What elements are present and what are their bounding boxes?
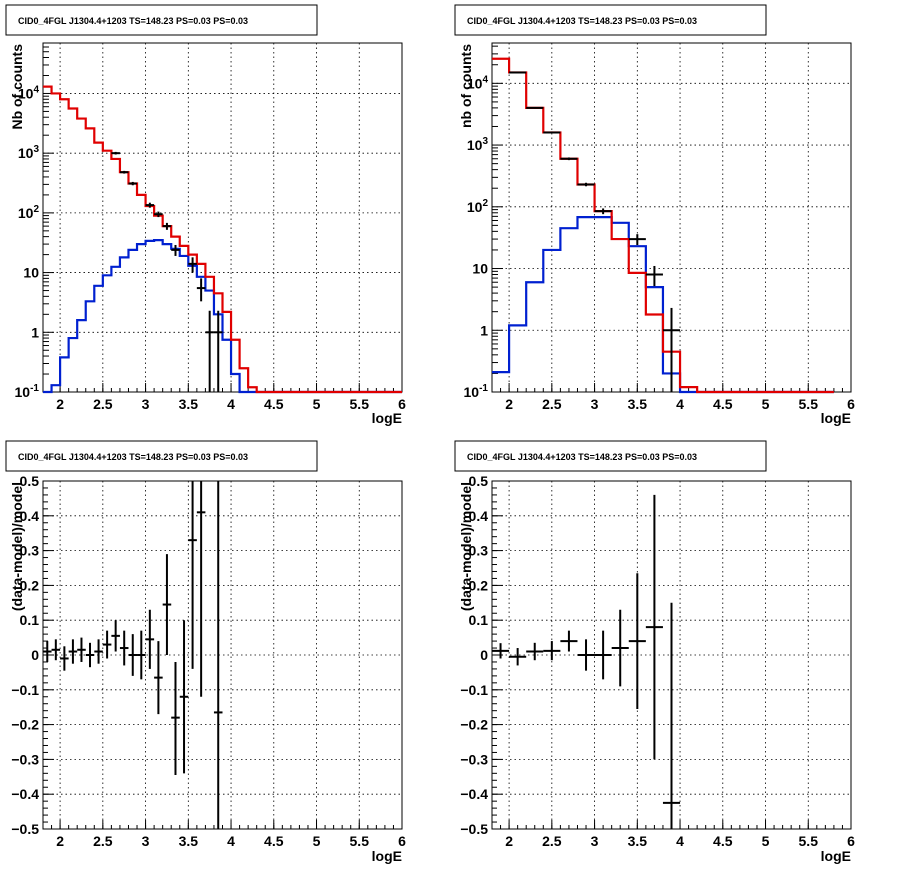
x-tick-label: 5.5 — [350, 833, 370, 849]
x-tick-label: 4.5 — [713, 396, 733, 412]
x-tick-label: 3.5 — [628, 396, 648, 412]
y-tick-label: 0 — [480, 647, 488, 663]
panel-residuals-right: CID0_4FGL J1304.4+1203 TS=148.23 PS=0.03… — [454, 440, 855, 864]
y-tick-label: 0.3 — [469, 543, 489, 559]
x-axis-label: logE — [821, 410, 851, 426]
y-axis-label: Nb of counts — [9, 44, 25, 130]
x-tick-label: 2 — [56, 833, 64, 849]
x-tick-label: 2.5 — [93, 833, 113, 849]
x-tick-label: 4 — [227, 396, 235, 412]
x-tick-label: 3 — [142, 396, 150, 412]
title-box — [5, 440, 318, 472]
x-tick-label: 5.5 — [350, 396, 370, 412]
y-tick-label: 0.2 — [20, 577, 40, 593]
y-tick-label: 1 — [31, 324, 39, 340]
series-total-model-line — [492, 57, 834, 394]
x-tick-label: 2.5 — [93, 396, 113, 412]
x-tick-label: 6 — [847, 833, 855, 849]
x-tick-label: 3 — [142, 833, 150, 849]
plot-area: 2 2.5 3 3.5 4 4.5 5 5.5 6 10-1 1 10 102 103 104 — [15, 42, 406, 412]
x-tick-label: 3.5 — [179, 396, 199, 412]
x-tick-label: 5 — [313, 396, 321, 412]
y-tick-label: −0.5 — [11, 821, 39, 837]
y-tick-label: −0.3 — [11, 751, 39, 767]
x-tick-label: 2 — [56, 396, 64, 412]
y-tick-label: 102 — [467, 198, 489, 215]
y-tick-label: 0.5 — [469, 473, 489, 489]
plot-area: 2 2.5 3 3.5 4 4.5 5 5.5 6 10-1 1 10 102 103 104 — [464, 42, 855, 412]
x-axis-label: logE — [372, 848, 402, 864]
x-tick-label: 6 — [847, 396, 855, 412]
y-tick-label: 104 — [467, 74, 489, 91]
x-tick-label: 4 — [676, 833, 684, 849]
y-tick-label: 10-1 — [464, 383, 489, 400]
x-tick-label: 3.5 — [179, 833, 199, 849]
x-tick-label: 5 — [762, 396, 770, 412]
x-tick-label: 4.5 — [264, 833, 284, 849]
plot-area: 2 2.5 3 3.5 4 4.5 5 5.5 6 −0.5 −0.4 −0.3 −0.2 −0.1 0 0.… — [11, 473, 406, 849]
y-tick-label: 0.4 — [20, 508, 40, 524]
x-tick-label: 3.5 — [628, 833, 648, 849]
y-tick-label: 102 — [18, 204, 40, 221]
x-axis-label: logE — [372, 410, 402, 426]
y-tick-label: 10 — [472, 261, 488, 277]
panel-title: CID0_4FGL J1304.4+1203 TS=148.23 PS=0.03… — [18, 452, 248, 462]
x-tick-label: 6 — [398, 833, 406, 849]
y-tick-label: 10 — [23, 265, 39, 281]
y-tick-label: −0.5 — [460, 821, 488, 837]
y-tick-label: −0.4 — [460, 786, 488, 802]
title-box — [454, 4, 767, 36]
panel-counts-left: CID0_4FGL J1304.4+1203 TS=148.23 PS=0.03… — [5, 4, 406, 426]
y-tick-label: −0.1 — [460, 682, 488, 698]
y-tick-label: −0.2 — [460, 717, 488, 733]
y-tick-label: 103 — [18, 144, 40, 161]
panel-title: CID0_4FGL J1304.4+1203 TS=148.23 PS=0.03… — [467, 16, 697, 26]
x-tick-label: 4.5 — [264, 396, 284, 412]
x-tick-label: 5 — [313, 833, 321, 849]
x-tick-label: 2 — [505, 833, 513, 849]
x-axis-label: logE — [821, 848, 851, 864]
y-tick-label: 0.4 — [469, 508, 489, 524]
x-tick-label: 4 — [227, 833, 235, 849]
y-tick-label: 0.5 — [20, 473, 40, 489]
y-tick-label: −0.3 — [460, 751, 488, 767]
y-tick-label: 0 — [31, 647, 39, 663]
y-tick-label: 10-1 — [15, 383, 40, 400]
y-tick-label: 0.2 — [469, 577, 489, 593]
y-axis-label: nb of counts — [458, 44, 474, 128]
panel-title: CID0_4FGL J1304.4+1203 TS=148.23 PS=0.03… — [467, 452, 697, 462]
x-tick-label: 2.5 — [542, 833, 562, 849]
x-tick-label: 3 — [591, 833, 599, 849]
y-axis-label: (data-model)/model — [458, 482, 474, 611]
plot-area: 2 2.5 3 3.5 4 4.5 5 5.5 6 −0.5 −0.4 −0.3 −0.2 −0.1 0 0.… — [460, 473, 855, 849]
x-tick-label: 5.5 — [799, 833, 819, 849]
x-tick-label: 4.5 — [713, 833, 733, 849]
x-tick-label: 2.5 — [542, 396, 562, 412]
y-tick-label: 0.3 — [20, 543, 40, 559]
y-tick-label: 0.1 — [20, 612, 40, 628]
x-tick-label: 5 — [762, 833, 770, 849]
y-tick-label: 104 — [18, 84, 40, 101]
y-tick-label: 1 — [480, 322, 488, 338]
y-tick-label: 103 — [467, 136, 489, 153]
y-tick-label: −0.2 — [11, 717, 39, 733]
title-box — [5, 4, 318, 36]
series-total-model-line — [43, 85, 402, 394]
y-tick-label: 0.1 — [469, 612, 489, 628]
y-tick-label: −0.1 — [11, 682, 39, 698]
panel-title: CID0_4FGL J1304.4+1203 TS=148.23 PS=0.03… — [18, 16, 248, 26]
title-box — [454, 440, 767, 472]
x-tick-label: 5.5 — [799, 396, 819, 412]
y-tick-label: −0.4 — [11, 786, 39, 802]
y-axis-label: (data-model)/model — [9, 482, 25, 611]
x-tick-label: 4 — [676, 396, 684, 412]
x-tick-label: 3 — [591, 396, 599, 412]
x-tick-label: 2 — [505, 396, 513, 412]
x-tick-label: 6 — [398, 396, 406, 412]
panel-counts-right: CID0_4FGL J1304.4+1203 TS=148.23 PS=0.03… — [454, 4, 855, 426]
panel-residuals-left: CID0_4FGL J1304.4+1203 TS=148.23 PS=0.03… — [5, 440, 406, 864]
